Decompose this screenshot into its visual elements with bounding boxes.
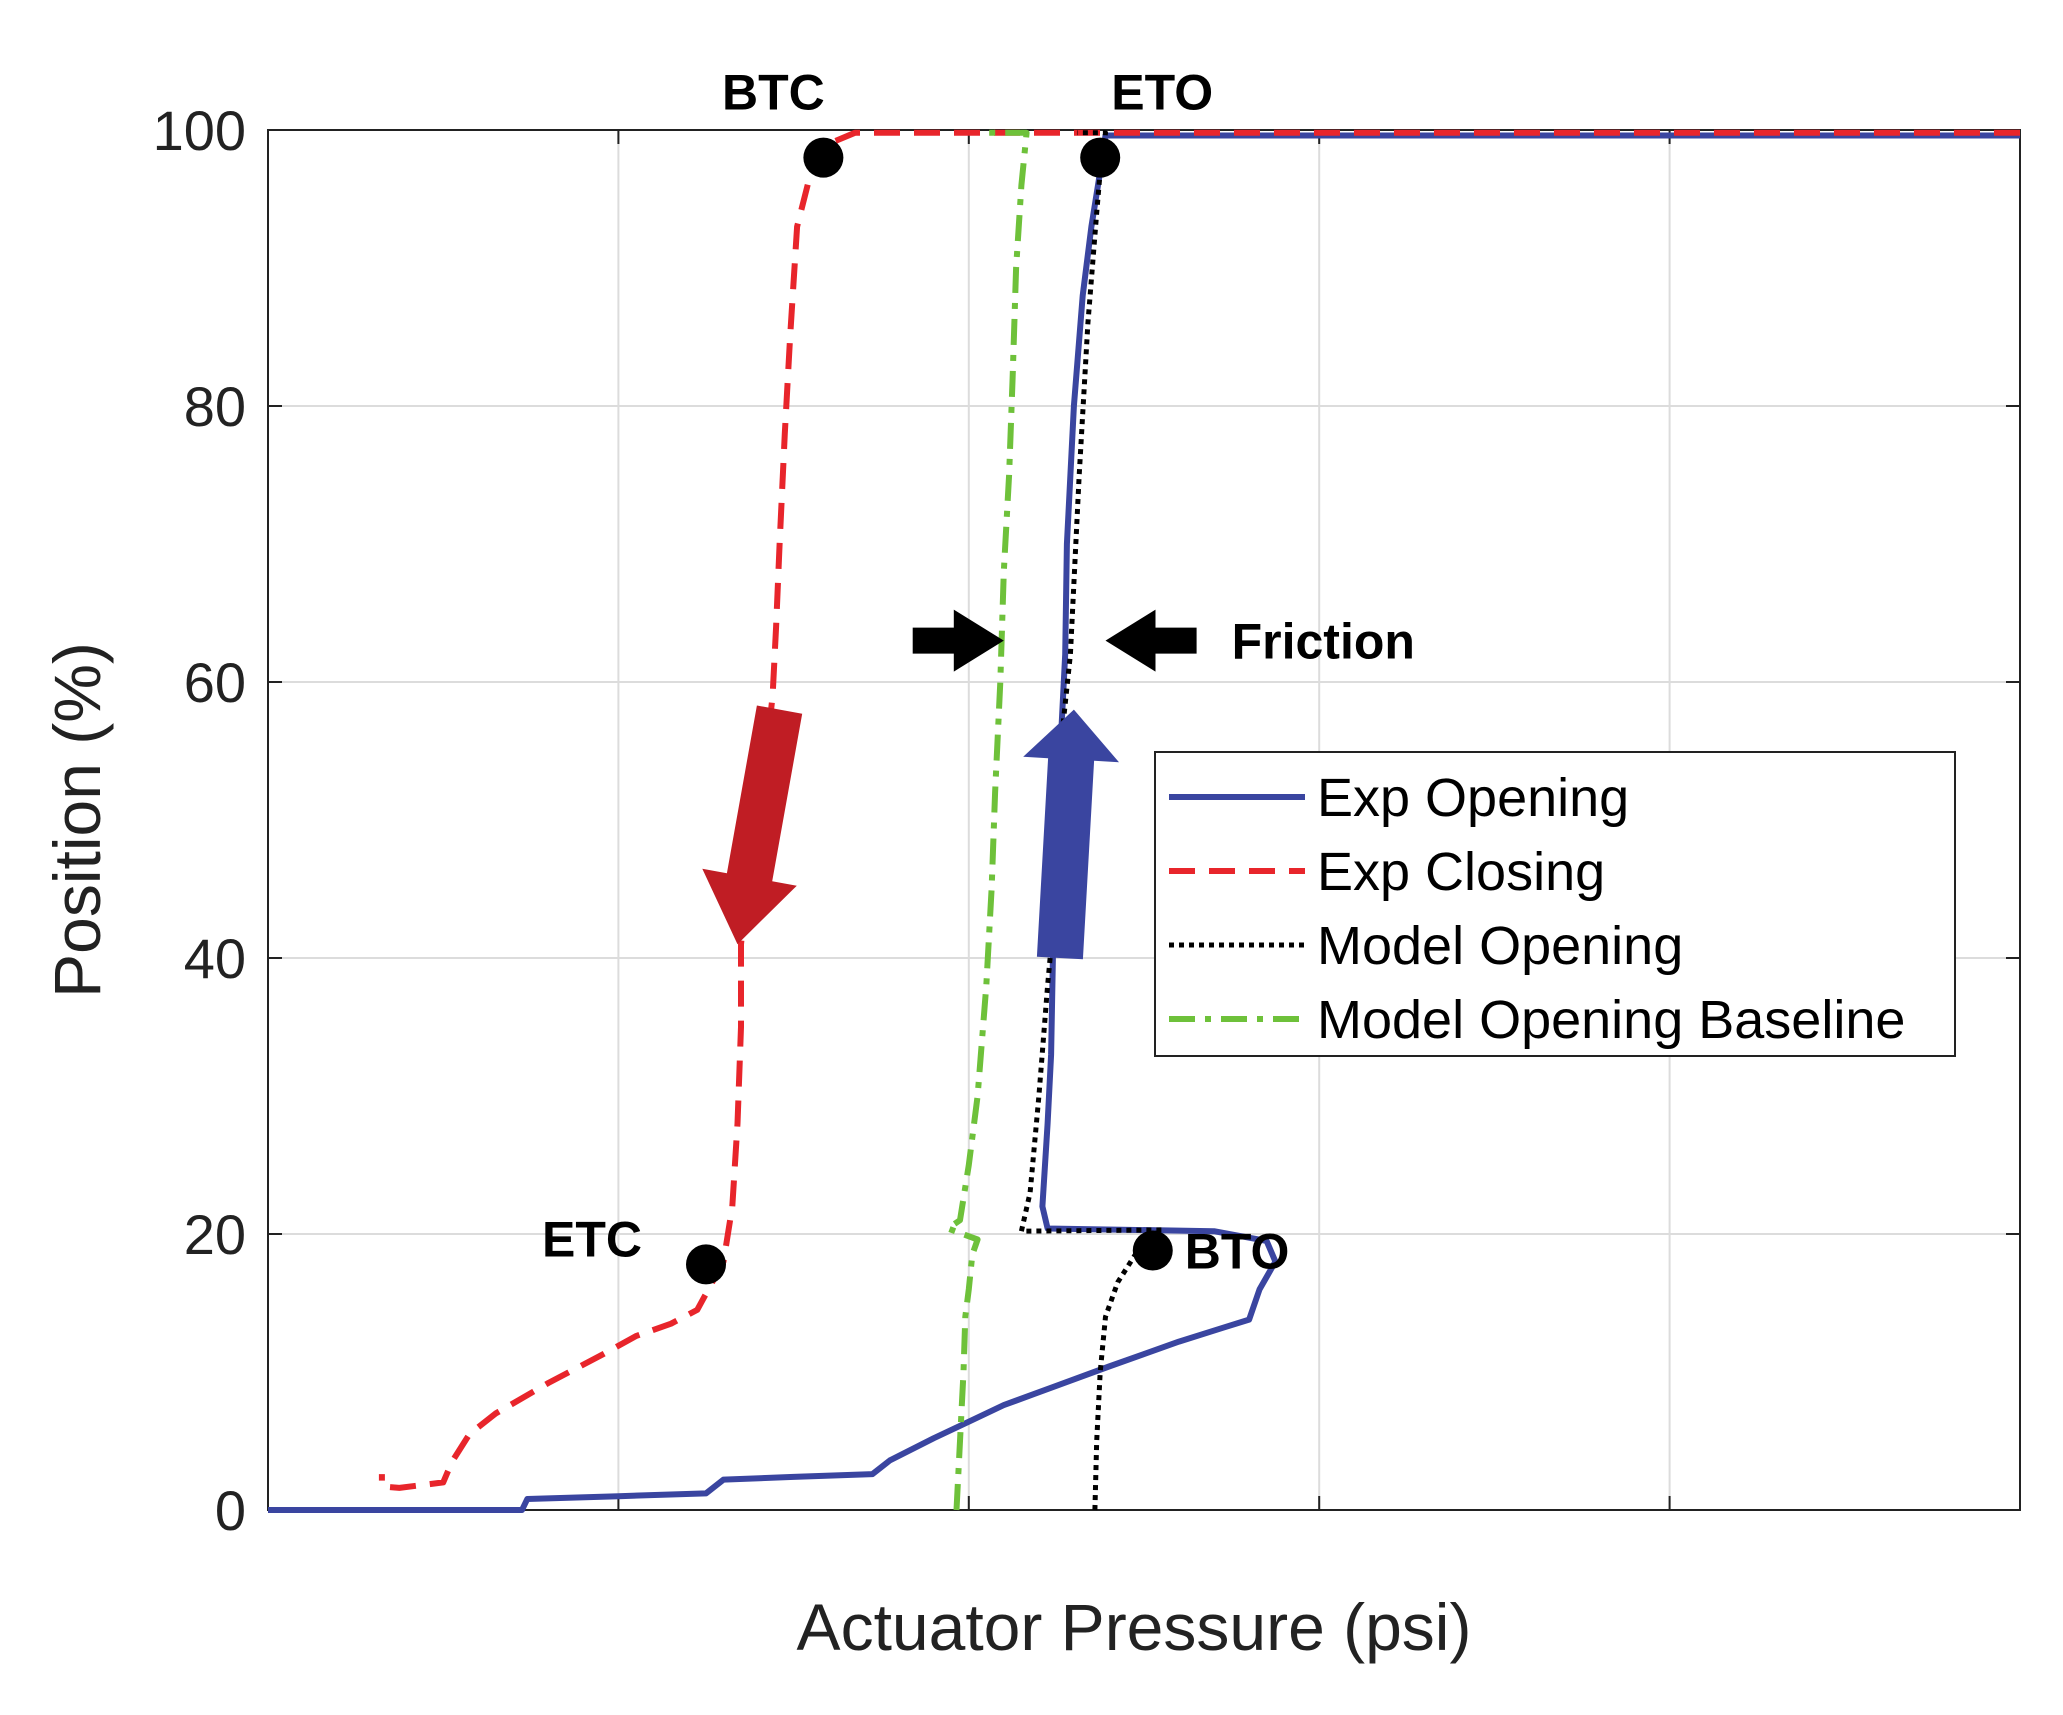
annotation-etc: ETC — [542, 1211, 642, 1267]
annotation-btc: BTC — [722, 65, 825, 121]
x-axis-label: Actuator Pressure (psi) — [797, 1590, 1472, 1664]
y-axis-ticks: 0 20 40 60 80 100 — [153, 99, 2020, 1542]
series-exp-closing — [378, 129, 2020, 1491]
event-markers: BTC ETO ETC BTO Friction — [542, 65, 1415, 1285]
marker-btc — [803, 137, 844, 178]
series-lines — [268, 129, 2020, 1513]
y-tick-label: 0 — [215, 1479, 246, 1542]
series-exp-opening — [268, 132, 2020, 1513]
plot-frame — [267, 129, 2021, 1511]
marker-eto — [1080, 137, 1121, 178]
friction-right-arrow — [1105, 609, 1197, 672]
y-tick-label: 80 — [184, 375, 246, 438]
annotation-eto: ETO — [1111, 65, 1213, 121]
legend-label: Model Opening — [1317, 916, 1683, 976]
legend-label: Model Opening Baseline — [1317, 990, 1905, 1050]
series-model-opening — [1018, 130, 1164, 1511]
y-tick-label: 100 — [153, 99, 246, 162]
legend: Exp Opening Exp Closing Model Opening Model… — [1154, 751, 1956, 1057]
y-tick-label: 60 — [184, 651, 246, 714]
y-axis-label: Position (%) — [40, 642, 114, 998]
legend-box — [1154, 751, 1956, 1057]
marker-etc — [686, 1244, 726, 1285]
series-model-opening-baseline — [944, 129, 1030, 1511]
annotation-bto: BTO — [1185, 1224, 1290, 1280]
y-tick-label: 40 — [184, 927, 246, 990]
annotation-friction: Friction — [1232, 614, 1415, 670]
closing-direction-arrow — [702, 705, 803, 945]
legend-label: Exp Closing — [1317, 842, 1605, 902]
friction-left-arrow — [912, 609, 1004, 672]
opening-direction-arrow — [1023, 709, 1119, 960]
y-tick-label: 20 — [184, 1203, 246, 1266]
marker-bto — [1132, 1230, 1173, 1271]
annotation-arrows — [702, 609, 1197, 960]
legend-label: Exp Opening — [1317, 768, 1629, 828]
